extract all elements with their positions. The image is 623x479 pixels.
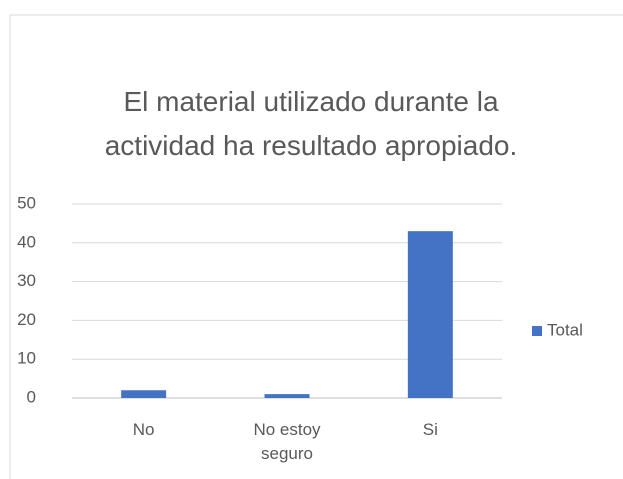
- y-tick-label: 20: [17, 310, 36, 329]
- y-tick-label: 40: [17, 232, 36, 251]
- x-tick-box: No: [132, 420, 155, 439]
- x-tick-box: No estoy seguro: [253, 420, 321, 463]
- x-tick-label: Si: [422, 420, 438, 439]
- y-tick-label: 10: [17, 349, 36, 368]
- x-tick-label: No estoy seguro: [253, 420, 321, 463]
- legend-label: Total: [547, 320, 583, 339]
- title-box: El material utilizado durante la activid…: [104, 86, 518, 161]
- bar: [264, 394, 310, 398]
- y-tick-label: 30: [17, 271, 36, 290]
- y-tick-label: 0: [27, 387, 36, 406]
- legend-swatch: [532, 326, 542, 336]
- x-tick-label: No: [132, 420, 155, 439]
- bar: [407, 231, 453, 398]
- x-tick-box: Si: [422, 420, 438, 439]
- chart-title: El material utilizado durante la activid…: [104, 86, 518, 161]
- y-tick-label: 50: [17, 193, 36, 212]
- bar: [121, 390, 167, 398]
